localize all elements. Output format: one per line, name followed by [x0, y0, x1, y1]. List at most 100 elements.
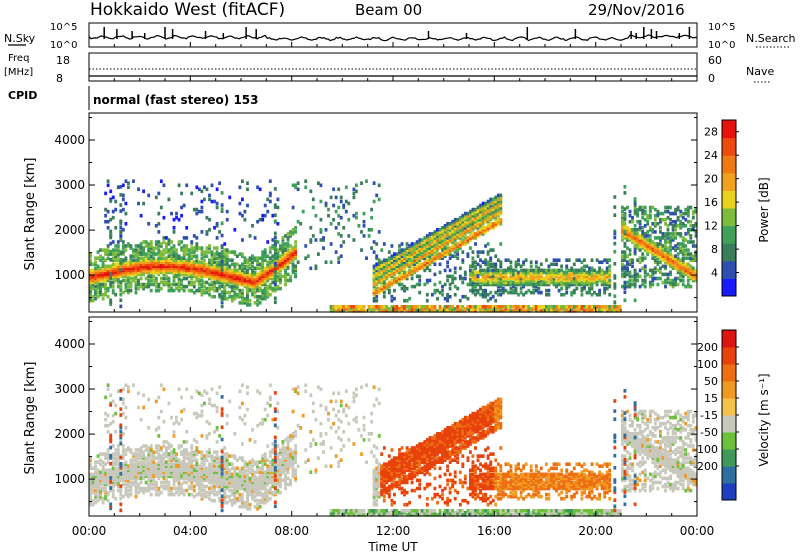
power-cell: [157, 272, 161, 277]
power-cell: [441, 230, 444, 234]
power-cell: [352, 187, 356, 192]
power-cell: [162, 215, 166, 220]
power-cell: [669, 260, 672, 264]
power-cell: [96, 272, 100, 277]
power-cell: [636, 228, 640, 232]
power-cell: [626, 234, 629, 238]
power-cell: [504, 280, 508, 285]
power-cell: [481, 201, 485, 206]
power-cell: [197, 266, 201, 271]
power-cell: [197, 187, 201, 192]
power-cell: [205, 230, 209, 234]
power-cell: [557, 305, 561, 309]
power-cell: [504, 270, 508, 275]
power-cell: [99, 288, 102, 293]
power-cell: [172, 270, 176, 275]
power-cell: [431, 260, 434, 264]
power-cell: [172, 244, 176, 248]
power-cell: [246, 278, 249, 283]
power-cell: [431, 252, 434, 256]
power-cell: [423, 248, 427, 252]
power-cell: [433, 305, 437, 309]
power-cell: [182, 258, 186, 262]
power-cell: [572, 276, 576, 281]
power-cell: [235, 294, 239, 299]
power-cell: [608, 309, 612, 313]
power-cell: [238, 211, 242, 216]
power-cell: [476, 270, 480, 275]
power-cell: [355, 309, 358, 313]
power-cell: [562, 307, 566, 311]
power-cell: [177, 274, 181, 279]
power-cell: [641, 282, 645, 287]
power-cell: [284, 256, 287, 260]
velocity-cell: [114, 403, 118, 408]
power-cell: [451, 280, 455, 285]
power-cell: [686, 205, 690, 210]
velocity-cell: [172, 450, 176, 454]
power-cell: [494, 219, 498, 224]
power-cell: [182, 272, 186, 277]
power-cell: [276, 248, 280, 252]
power-cell: [641, 211, 645, 216]
power-cell: [203, 284, 206, 289]
power-cell: [149, 244, 153, 248]
power-cell: [560, 272, 564, 277]
power-cell: [109, 276, 113, 280]
velocity-cell: [101, 496, 105, 501]
velocity-cell: [147, 456, 151, 460]
power-cell: [446, 240, 450, 244]
power-cell: [489, 272, 493, 277]
power-cell: [172, 272, 176, 277]
power-cell: [109, 264, 113, 269]
velocity-cell: [190, 484, 194, 489]
power-cell: [408, 296, 412, 301]
colorbar-tick-label: 28: [704, 126, 718, 139]
power-cell: [223, 242, 227, 246]
power-cell: [390, 262, 394, 267]
velocity-cell: [147, 478, 151, 483]
velocity-cell: [175, 458, 178, 462]
power-cell: [666, 276, 670, 281]
power-cell: [436, 309, 439, 313]
power-cell: [615, 309, 619, 313]
power-cell: [228, 278, 232, 283]
velocity-cell: [134, 480, 138, 485]
power-cell: [228, 266, 232, 271]
power-cell: [385, 309, 389, 313]
velocity-cell: [185, 387, 189, 392]
power-cell: [550, 274, 553, 279]
power-cell: [598, 270, 602, 275]
power-cell: [228, 258, 232, 262]
power-cell: [256, 280, 260, 285]
power-cell: [626, 272, 629, 277]
power-cell: [296, 260, 300, 264]
power-cell: [608, 258, 612, 262]
power-cell: [261, 294, 265, 299]
velocity-cell: [157, 474, 161, 479]
power-cell: [261, 278, 265, 283]
power-cell: [659, 250, 662, 254]
power-cell: [476, 232, 480, 236]
velocity-cell: [132, 482, 135, 487]
power-cell: [261, 274, 265, 279]
velocity-cell: [111, 474, 115, 479]
power-cell: [613, 235, 617, 240]
power-cell: [410, 252, 414, 256]
power-cell: [681, 236, 685, 240]
velocity-cell: [187, 462, 191, 466]
power-cell: [486, 274, 490, 279]
power-cell: [96, 276, 100, 281]
power-cell: [177, 278, 181, 283]
velocity-cell: [96, 488, 100, 493]
velocity-cell: [89, 472, 92, 477]
power-cell: [119, 203, 123, 207]
power-cell: [142, 189, 146, 194]
power-cell: [190, 282, 194, 287]
power-cell: [519, 276, 523, 281]
power-cell: [643, 278, 647, 283]
power-cell: [149, 258, 153, 262]
power-cell: [284, 262, 287, 267]
velocity-cell: [167, 488, 171, 493]
